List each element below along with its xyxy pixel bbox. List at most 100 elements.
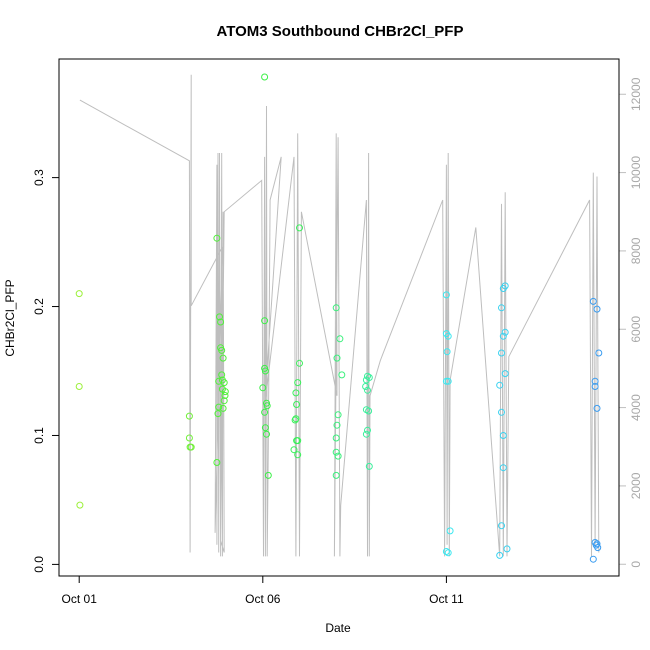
- data-point: [446, 527, 454, 535]
- data-point: [365, 374, 373, 381]
- data-point: [442, 291, 450, 299]
- y-axis-title: CHBr2Cl_PFP: [3, 279, 17, 356]
- data-point: [501, 370, 509, 378]
- data-point: [294, 437, 302, 445]
- data-point: [365, 462, 373, 470]
- data-point: [216, 313, 223, 321]
- data-point: [498, 349, 505, 357]
- data-point: [296, 224, 303, 232]
- data-point: [296, 359, 303, 367]
- data-point: [444, 377, 452, 385]
- y2-tick-label: 8000: [629, 237, 643, 264]
- data-point: [595, 349, 603, 357]
- x-tick-label: Oct 06: [245, 592, 281, 606]
- data-point: [76, 501, 84, 509]
- data-point: [290, 446, 298, 454]
- data-point: [496, 381, 504, 389]
- y2-tick-label: 6000: [629, 316, 643, 343]
- data-point: [185, 412, 193, 420]
- data-point: [261, 73, 269, 81]
- y2-tick-label: 12000: [629, 77, 643, 111]
- data-point: [362, 430, 370, 438]
- chart-title: ATOM3 Southbound CHBr2Cl_PFP: [217, 23, 464, 40]
- y-tick-label: 0.0: [32, 556, 46, 573]
- data-point: [593, 305, 601, 313]
- data-point: [498, 522, 505, 530]
- data-point: [213, 459, 221, 466]
- data-point: [261, 317, 269, 325]
- data-point: [503, 545, 511, 553]
- data-point: [364, 372, 371, 380]
- data-point: [334, 452, 342, 460]
- data-point: [333, 354, 341, 362]
- data-point: [214, 410, 222, 418]
- data-point: [264, 471, 272, 479]
- data-point: [334, 411, 342, 419]
- data-point: [215, 403, 223, 411]
- data-point: [332, 434, 340, 442]
- data-point: [294, 451, 302, 459]
- x-axis-title: Date: [325, 621, 351, 635]
- data-point: [593, 404, 601, 412]
- secondary-series-layer: [79, 74, 600, 557]
- data-point: [444, 332, 452, 340]
- data-point: [219, 404, 227, 412]
- data-point: [336, 335, 344, 343]
- data-point: [364, 386, 371, 394]
- data-point: [221, 392, 229, 399]
- x-tick-label: Oct 11: [429, 592, 464, 606]
- data-point: [218, 371, 226, 379]
- data-point: [501, 282, 509, 290]
- data-point: [263, 430, 270, 438]
- data-point: [261, 424, 269, 432]
- points-layer: [75, 73, 603, 563]
- data-point: [217, 318, 225, 326]
- x-tick-label: Oct 01: [62, 592, 98, 606]
- data-point: [293, 401, 301, 408]
- data-point: [261, 408, 269, 416]
- data-point: [220, 379, 228, 387]
- data-point: [338, 371, 346, 379]
- data-point: [501, 328, 509, 336]
- data-point: [498, 408, 505, 416]
- y-tick-label: 0.2: [32, 298, 46, 315]
- data-point: [444, 549, 452, 557]
- y2-tick-label: 10000: [629, 156, 643, 190]
- data-point: [498, 304, 505, 312]
- data-point: [185, 434, 193, 442]
- y2-tick-label: 0: [629, 561, 643, 568]
- data-point: [442, 548, 450, 555]
- secondary-series-line: [79, 74, 600, 557]
- data-point: [294, 379, 302, 387]
- data-point: [218, 346, 226, 354]
- data-point: [213, 234, 221, 242]
- plot-frame: [58, 58, 620, 577]
- y-tick-label: 0.3: [32, 169, 46, 186]
- data-point: [589, 297, 597, 305]
- data-point: [443, 348, 451, 356]
- data-point: [221, 388, 229, 396]
- data-point: [499, 432, 507, 439]
- data-point: [593, 540, 601, 548]
- data-point: [292, 415, 300, 423]
- data-point: [362, 383, 370, 390]
- data-point: [589, 555, 597, 563]
- data-point: [291, 416, 299, 424]
- y2-tick-label: 4000: [629, 394, 643, 421]
- data-point: [592, 541, 600, 549]
- y-tick-label: 0.1: [32, 427, 46, 444]
- data-point: [219, 354, 227, 362]
- data-point: [332, 304, 340, 312]
- data-point: [220, 397, 228, 405]
- axes-layer: Oct 01 Oct 06 Oct 11 0.0 0.1 0.2 0.3 0 2000 4000 6…: [32, 77, 643, 606]
- data-point: [75, 383, 83, 390]
- data-point: [332, 471, 340, 479]
- data-point: [499, 332, 507, 340]
- data-point: [591, 383, 599, 390]
- data-point: [496, 551, 504, 559]
- data-point: [259, 384, 267, 392]
- data-point: [75, 290, 83, 298]
- data-point: [591, 377, 599, 385]
